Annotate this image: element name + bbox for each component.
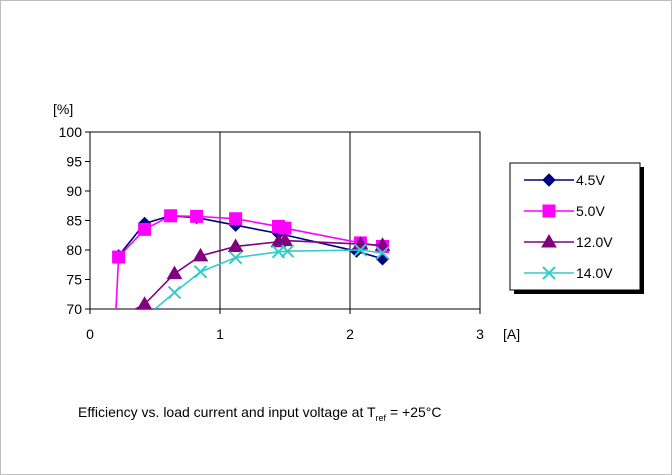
series-14-0v-point	[167, 285, 182, 300]
series-5-0v-point	[138, 222, 152, 236]
x-axis-label: [A]	[503, 326, 520, 342]
series-12-0v-point	[136, 296, 153, 310]
caption-prefix: Efficiency vs. load current and input vo…	[78, 404, 376, 420]
y-tick-label: 75	[66, 272, 82, 288]
series-5-0v-point	[278, 221, 292, 235]
legend-box	[509, 162, 641, 291]
legend-marker	[542, 173, 556, 187]
series-12-0v-point	[374, 237, 391, 251]
series-14-0v-point	[375, 246, 390, 260]
series-12-0v	[135, 232, 391, 310]
legend-label: 5.0V	[576, 203, 605, 219]
legend-marker	[542, 266, 556, 280]
series-4-5v-point	[375, 252, 390, 266]
y-axis-label: [%]	[53, 101, 73, 117]
series-14-0v-point	[353, 243, 368, 257]
legend-label: 14.0V	[576, 265, 613, 281]
legend-item-5-0v: 5.0V	[524, 203, 605, 219]
marker-stroke	[353, 243, 368, 257]
series-12-0v-point	[192, 247, 209, 262]
series-5-0v-point	[164, 209, 178, 223]
series-5-0v-point	[112, 250, 126, 264]
series-4-5v	[111, 209, 390, 266]
chart-caption: Efficiency vs. load current and input vo…	[78, 404, 441, 423]
marker-stroke	[193, 265, 208, 279]
y-tick-label: 80	[66, 242, 82, 258]
legend-marker	[542, 204, 556, 218]
legend-label: 12.0V	[576, 234, 613, 250]
legend: 4.5V 5.0V 12.0V 14.0V	[509, 162, 644, 294]
legend-item-14-0v: 14.0V	[524, 265, 613, 281]
marker-stroke	[375, 246, 390, 260]
legend-item-12-0v: 12.0V	[524, 234, 613, 250]
marker-stroke	[280, 244, 295, 258]
x-tick-label: 3	[476, 326, 484, 342]
marker-stroke	[271, 245, 286, 259]
x-tick-label: 1	[216, 326, 224, 342]
marker-stroke	[542, 266, 556, 280]
series-14-0v-point	[228, 250, 243, 265]
y-tick-label: 90	[66, 183, 82, 199]
series-5-0v-point	[229, 212, 243, 226]
series-14-0v	[154, 243, 390, 309]
y-tick-label: 95	[66, 154, 82, 170]
marker-stroke	[167, 285, 182, 300]
legend-marker	[541, 234, 557, 248]
caption-suffix: = +25°C	[386, 404, 442, 420]
y-tick-label: 70	[66, 301, 82, 317]
plot-layer: 70 75 80 85 90 95 100 0 1 2 3 [%] [A]	[53, 101, 520, 342]
y-tick-label: 100	[59, 124, 83, 140]
series-14-0v-point	[280, 244, 295, 258]
caption-subscript: ref	[375, 412, 387, 423]
series-5-0v-line	[115, 214, 383, 309]
marker-stroke	[228, 250, 243, 265]
x-tick-label: 2	[346, 326, 354, 342]
x-tick-label: 0	[86, 326, 94, 342]
series-14-0v-line	[154, 249, 383, 309]
series-14-0v-point	[193, 265, 208, 279]
series-12-0v-point	[166, 265, 183, 280]
legend-label: 4.5V	[576, 172, 605, 188]
y-tick-label: 85	[66, 213, 82, 229]
series-12-0v-point	[227, 238, 244, 252]
series-12-0v-point	[277, 232, 293, 247]
series-5-0v-point	[190, 209, 204, 223]
legend-item-4-5v: 4.5V	[524, 172, 605, 188]
